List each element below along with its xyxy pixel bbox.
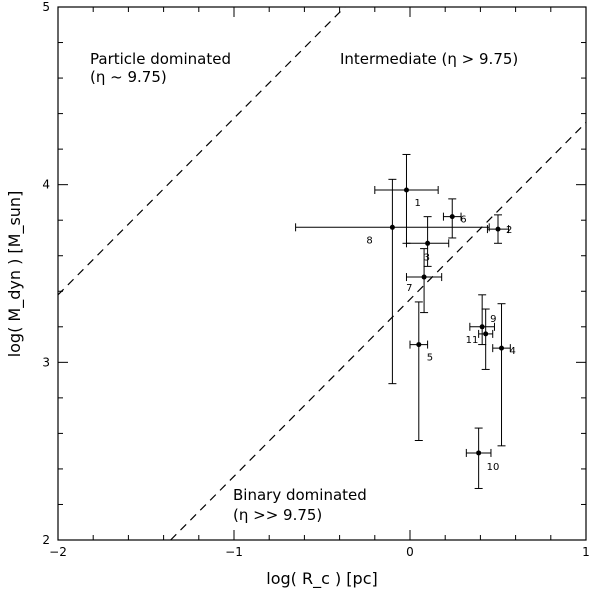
point-marker [389,224,395,230]
point-marker [476,450,482,456]
tick-labels: −2 −1 0 1 2 3 4 5 [42,0,589,559]
y-tick-label: 2 [42,533,50,547]
point-label: 1 [414,198,420,209]
point-marker [495,226,501,232]
region-label-binary-line2: (η >> 9.75) [233,506,322,524]
point-marker [403,187,409,193]
point-label: 5 [427,353,433,364]
point-label: 7 [406,283,412,294]
point-label: 10 [487,462,500,473]
point-label: 2 [506,225,512,236]
point-label: 3 [424,252,430,263]
data-point-7: 7 [405,248,443,314]
point-marker [449,214,455,220]
data-point-6: 6 [442,198,467,239]
data-point-8: 8 [295,178,490,385]
region-label-intermediate: Intermediate (η > 9.75) [340,50,518,68]
point-marker [421,274,427,280]
y-tick-label: 3 [42,355,50,369]
point-label: 11 [466,335,479,346]
x-tick-label: 0 [406,545,414,559]
boundary-line-1 [57,6,346,296]
point-label: 8 [366,235,372,246]
point-label: 6 [460,215,466,226]
boundary-lines [57,6,587,541]
x-tick-label: 1 [582,545,590,559]
data-point-1: 1 [374,153,439,244]
region-label-binary-line1: Binary dominated [233,486,367,504]
axis-ticks [57,6,587,541]
y-tick-label: 4 [42,178,50,192]
plot-frame [57,6,587,541]
point-marker [499,345,505,351]
point-marker [479,324,485,330]
data-point-3: 3 [405,216,450,267]
point-label: 9 [490,314,496,325]
x-axis-label: log( R_c ) [pc] [266,569,377,589]
data-point-5: 5 [409,301,433,442]
boundary-line-2 [170,122,587,541]
y-axis-label: log( M_dyn ) [M_sun] [5,191,25,358]
data-point-2: 2 [486,214,512,244]
data-point-10: 10 [465,427,500,489]
data-points: 1 2 3 4 5 6 7 8 9 10 11 [295,153,516,489]
data-point-9: 9 [469,294,497,346]
point-marker [483,331,489,337]
x-tick-label: −1 [225,545,243,559]
point-label: 4 [510,346,516,357]
data-point-11: 11 [466,308,494,370]
data-point-4: 4 [492,303,516,447]
region-label-particle-line1: Particle dominated [90,50,231,68]
point-marker [425,240,431,246]
x-tick-label: −2 [49,545,67,559]
point-marker [416,342,422,348]
y-tick-label: 5 [42,0,50,14]
region-label-particle-line2: (η ~ 9.75) [90,68,167,86]
